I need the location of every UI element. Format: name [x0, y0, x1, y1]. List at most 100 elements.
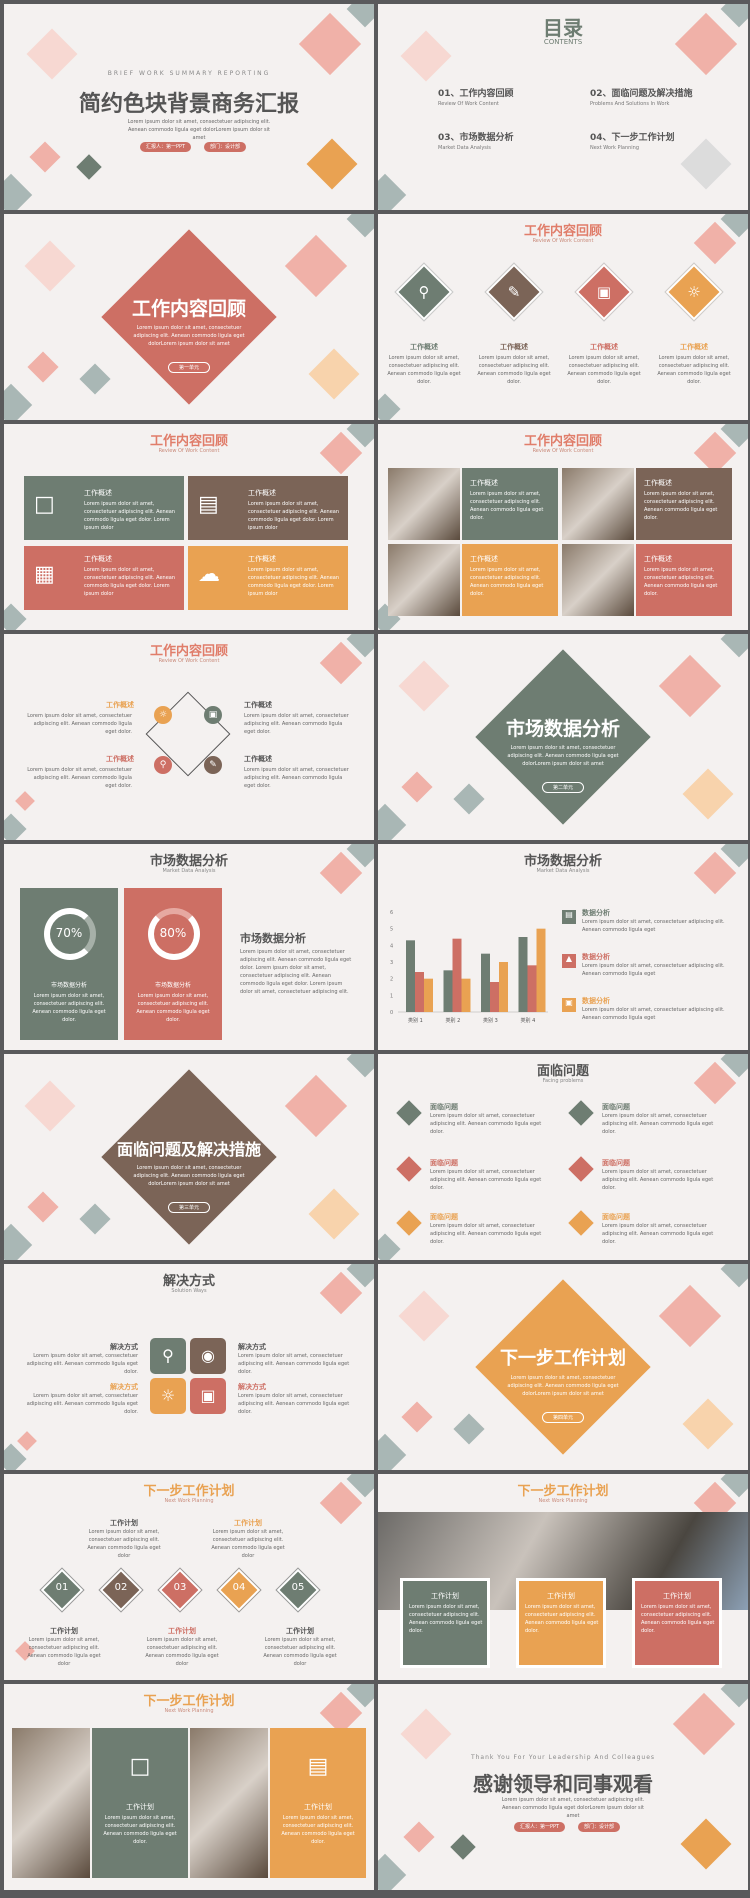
deco-diamond — [27, 351, 59, 383]
slide-sub: Market Data Analysis — [536, 868, 590, 874]
section-title: 面临问题及解决措施 — [116, 1140, 261, 1159]
plan-label: 工作计划 — [286, 1627, 314, 1635]
presenter-pill: 汇报人：第一PPT — [140, 142, 192, 152]
department-pill: 部门：设计部 — [578, 1822, 621, 1832]
review-box: ▤ 工作概述 Lorem ipsum dolor sit amet, conse… — [188, 476, 348, 540]
review-box: ▦ 工作概述 Lorem ipsum dolor sit amet, conse… — [24, 546, 184, 610]
unit-pill: 第一单元 — [168, 362, 211, 373]
unit-pill: 第三单元 — [168, 1202, 211, 1213]
step-number: 03 — [173, 1582, 187, 1593]
section-title: 市场数据分析 — [505, 718, 620, 740]
department-pill: 部门：设计部 — [204, 142, 247, 152]
slide-problems: 面临问题 Facing problems 面临问题 Lorem ipsum do… — [378, 1054, 748, 1260]
slide-section-4: 下一步工作计划 Lorem ipsum dolor sit amet, cons… — [378, 1264, 748, 1470]
box-lorem: Lorem ipsum dolor sit amet, consectetuer… — [84, 567, 176, 597]
slide-sub: Market Data Analysis — [162, 868, 216, 874]
progress-card: 80% 市场数据分析 Lorem ipsum dolor sit amet, c… — [124, 888, 222, 1040]
cycle-lorem: Lorem ipsum dolor sit amet, consectetuer… — [27, 713, 132, 735]
item-label: 工作概述 — [590, 343, 618, 351]
deco-diamond — [4, 1223, 33, 1260]
x-tick-label: 类别 3 — [483, 1017, 498, 1024]
problem-label: 面临问题 — [602, 1159, 630, 1167]
deco-diamond — [346, 1054, 374, 1078]
deco-diamond — [27, 1191, 59, 1223]
pencil-icon: ✎ — [204, 756, 222, 774]
magnifier-icon: ⚲ — [150, 1338, 186, 1374]
deco-diamond — [4, 813, 27, 840]
legend-lorem: Lorem ipsum dolor sit amet, consectetuer… — [582, 963, 725, 977]
pencil-icon — [568, 1210, 594, 1236]
thanks-lorem: Lorem ipsum dolor sit amet, consectetuer… — [501, 1797, 645, 1819]
presenter-pill: 汇报人：第一PPT — [514, 1822, 566, 1832]
briefcase-icon: □ — [129, 1754, 151, 1779]
slide-title: 下一步工作计划 — [517, 1484, 609, 1499]
review-box: □ 工作概述 Lorem ipsum dolor sit amet, conse… — [24, 476, 184, 540]
item-lorem: Lorem ipsum dolor sit amet, consectetuer… — [477, 355, 551, 385]
monitor-icon: ▣ — [596, 283, 612, 301]
deco-diamond — [346, 4, 374, 28]
problem-label: 面临问题 — [430, 1213, 458, 1221]
problem-label: 面临问题 — [602, 1103, 630, 1111]
bar — [461, 978, 471, 1012]
deco-diamond — [401, 1401, 433, 1433]
plan-lorem: Lorem ipsum dolor sit amet, consectetuer… — [211, 1529, 285, 1559]
slide-work-review-cycle: 工作内容回顾 Review Of Work Content ☼ ▣ ⚲ ✎ 工作… — [4, 634, 374, 840]
lightbulb-icon: ☼ — [154, 706, 172, 724]
slide-section-2: 市场数据分析 Lorem ipsum dolor sit amet, conse… — [378, 634, 748, 840]
item-label: 工作概述 — [680, 343, 708, 351]
deco-diamond — [720, 1684, 748, 1708]
progress-value: 80% — [159, 926, 187, 940]
problem-label: 面临问题 — [430, 1159, 458, 1167]
deco-diamond — [400, 1708, 452, 1760]
contents-sub: CONTENTS — [543, 38, 583, 46]
deco-diamond — [401, 771, 433, 803]
magnifier-icon: ⚲ — [418, 283, 430, 301]
slide-market-chart: 市场数据分析 Market Data Analysis 0 1 2 3 4 5 6 类别 1 类… — [378, 844, 748, 1050]
plan-label: 工作计划 — [168, 1627, 196, 1635]
y-tick-label: 2 — [390, 977, 393, 983]
slide-sub: Facing problems — [542, 1078, 584, 1084]
bar — [452, 938, 462, 1012]
contents-item-3[interactable]: 03、市场数据分析 Market Data Analysis — [438, 133, 514, 151]
box-label: 工作概述 — [84, 555, 112, 563]
cover-lorem: Lorem ipsum dolor sit amet, consectetuer… — [127, 119, 271, 141]
box-label: 工作概述 — [248, 489, 276, 497]
section-lorem: Lorem ipsum dolor sit amet, consectetuer… — [507, 1375, 619, 1397]
plan-label: 工作计划 — [50, 1627, 78, 1635]
plan-box: 工作计划 Lorem ipsum dolor sit amet, consecte… — [516, 1578, 606, 1668]
contents-item-2[interactable]: 02、面临问题及解决措施 Problems And Solutions In Wo… — [590, 89, 693, 107]
item-lorem: Lorem ipsum dolor sit amet, consectetuer… — [387, 355, 461, 385]
deco-diamond — [682, 768, 734, 820]
deco-diamond — [378, 173, 407, 210]
plan-card: ▤ 工作计划 Lorem ipsum dolor sit amet, conse… — [270, 1728, 366, 1878]
deco-diamond — [682, 1398, 734, 1450]
pencil-icon: ✎ — [507, 283, 521, 301]
box-label: 工作概述 — [84, 489, 112, 497]
item-lorem: Lorem ipsum dolor sit amet, consectetuer… — [567, 355, 641, 385]
plan-box: 工作计划 Lorem ipsum dolor sit amet, consecte… — [632, 1578, 722, 1668]
item-lorem: Lorem ipsum dolor sit amet, consectetuer… — [657, 355, 731, 385]
slide-sub: Solution Ways — [171, 1288, 207, 1294]
deco-diamond — [398, 1290, 450, 1342]
cycle-label: 工作概述 — [106, 701, 134, 709]
deco-diamond — [308, 348, 360, 400]
legend-lorem: Lorem ipsum dolor sit amet, consectetuer… — [582, 1007, 725, 1021]
box-lorem: Lorem ipsum dolor sit amet, consectetuer… — [248, 567, 340, 597]
deco-diamond — [29, 141, 61, 173]
bar — [424, 978, 433, 1012]
monitor-icon: ▣ — [562, 998, 576, 1012]
slide-thanks: Thank You For Your Leadership And Collea… — [378, 1684, 748, 1890]
bar — [481, 953, 490, 1012]
contents-item-1[interactable]: 01、工作内容回顾 Review Of Work Content — [438, 89, 514, 107]
side-lorem: Lorem ipsum dolor sit amet, consectetuer… — [240, 949, 352, 995]
deco-diamond — [378, 803, 407, 840]
deco-diamond — [720, 634, 748, 658]
deco-diamond — [79, 1203, 111, 1235]
deco-diamond — [15, 791, 35, 811]
section-lorem: Lorem ipsum dolor sit amet, consectetuer… — [133, 325, 245, 347]
y-tick-label: 5 — [390, 927, 393, 933]
contents-item-4[interactable]: 04、下一步工作计划 Next Work Planning — [590, 133, 675, 151]
deco-diamond — [17, 1431, 37, 1451]
office-photo — [12, 1728, 90, 1878]
deco-diamond — [378, 1433, 407, 1470]
